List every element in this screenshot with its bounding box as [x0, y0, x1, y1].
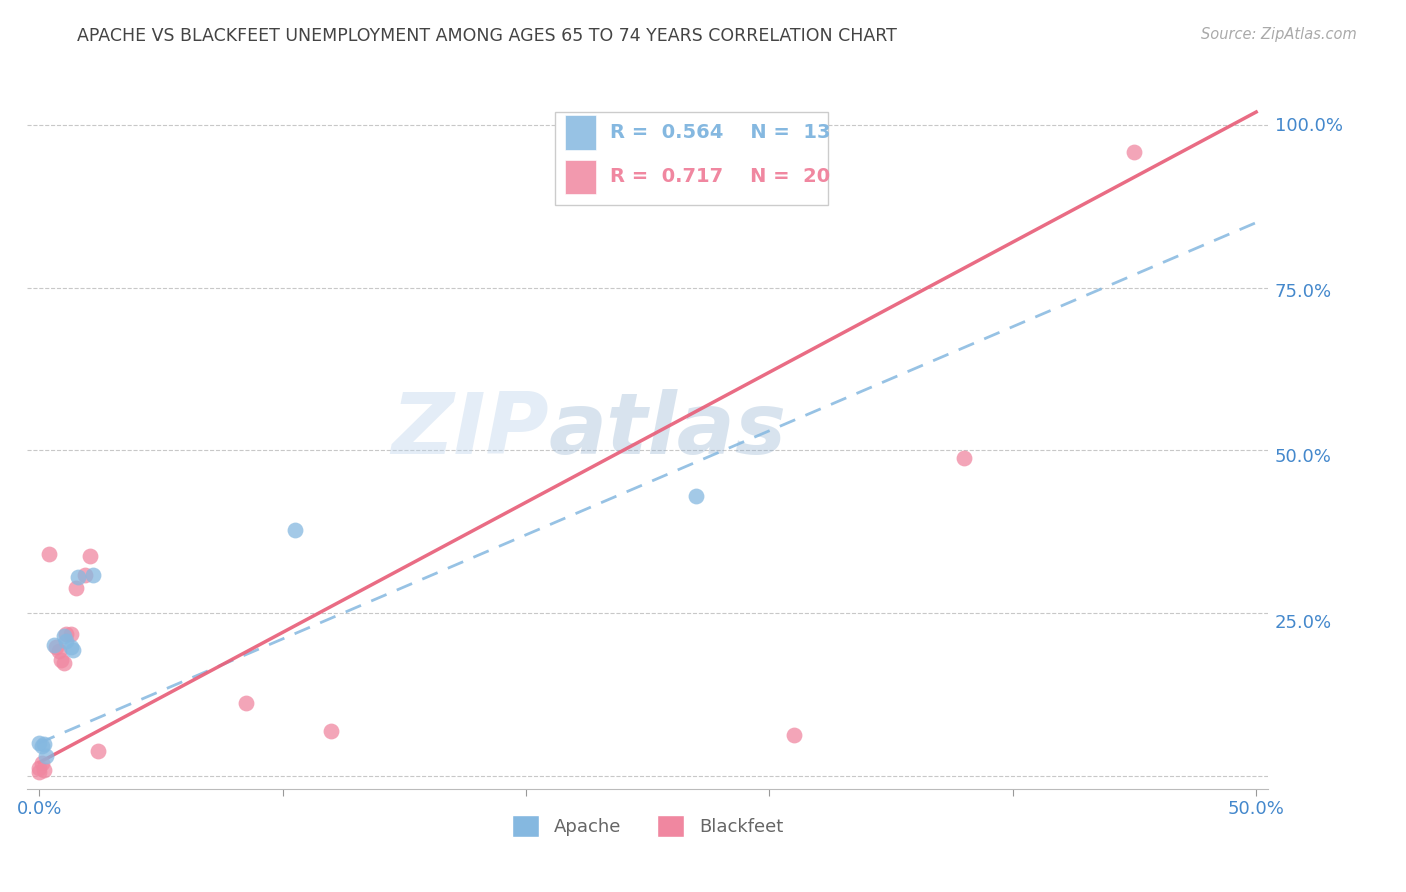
Point	[321, 724, 343, 739]
FancyBboxPatch shape	[554, 112, 828, 205]
Text: 100.0%: 100.0%	[1275, 117, 1343, 135]
Point	[49, 653, 72, 667]
Point	[28, 765, 51, 780]
Point	[55, 633, 77, 648]
Point	[31, 756, 53, 770]
Point	[31, 739, 53, 754]
Text: 25.0%: 25.0%	[1275, 614, 1331, 632]
Point	[59, 626, 82, 640]
Point	[28, 761, 51, 775]
FancyBboxPatch shape	[564, 160, 596, 194]
Point	[52, 629, 75, 643]
Point	[79, 549, 101, 563]
Point	[48, 643, 70, 657]
Point	[685, 489, 707, 503]
Point	[65, 581, 87, 595]
Point	[32, 737, 55, 751]
Point	[284, 523, 307, 537]
Text: R =  0.564    N =  13: R = 0.564 N = 13	[610, 123, 831, 142]
Text: Source: ZipAtlas.com: Source: ZipAtlas.com	[1201, 27, 1357, 42]
Point	[75, 568, 97, 582]
Point	[28, 736, 51, 750]
Point	[45, 640, 67, 654]
Point	[59, 640, 82, 654]
Point	[1123, 145, 1146, 160]
Text: R =  0.717    N =  20: R = 0.717 N = 20	[610, 167, 831, 186]
Text: APACHE VS BLACKFEET UNEMPLOYMENT AMONG AGES 65 TO 74 YEARS CORRELATION CHART: APACHE VS BLACKFEET UNEMPLOYMENT AMONG A…	[77, 27, 897, 45]
Text: ZIP: ZIP	[391, 389, 548, 472]
Point	[82, 568, 104, 582]
Text: 75.0%: 75.0%	[1275, 283, 1331, 301]
Text: 50.0%: 50.0%	[1275, 449, 1331, 467]
Point	[86, 744, 108, 758]
Point	[52, 656, 75, 670]
Point	[55, 626, 77, 640]
FancyBboxPatch shape	[564, 115, 596, 150]
Point	[62, 643, 84, 657]
Text: atlas: atlas	[548, 389, 786, 472]
Point	[235, 696, 257, 710]
Point	[67, 570, 90, 584]
Legend: Apache, Blackfeet: Apache, Blackfeet	[505, 807, 790, 844]
Point	[38, 547, 60, 561]
Point	[42, 639, 65, 653]
Point	[32, 764, 55, 778]
Point	[953, 451, 976, 466]
Point	[783, 728, 806, 742]
Point	[35, 749, 58, 764]
